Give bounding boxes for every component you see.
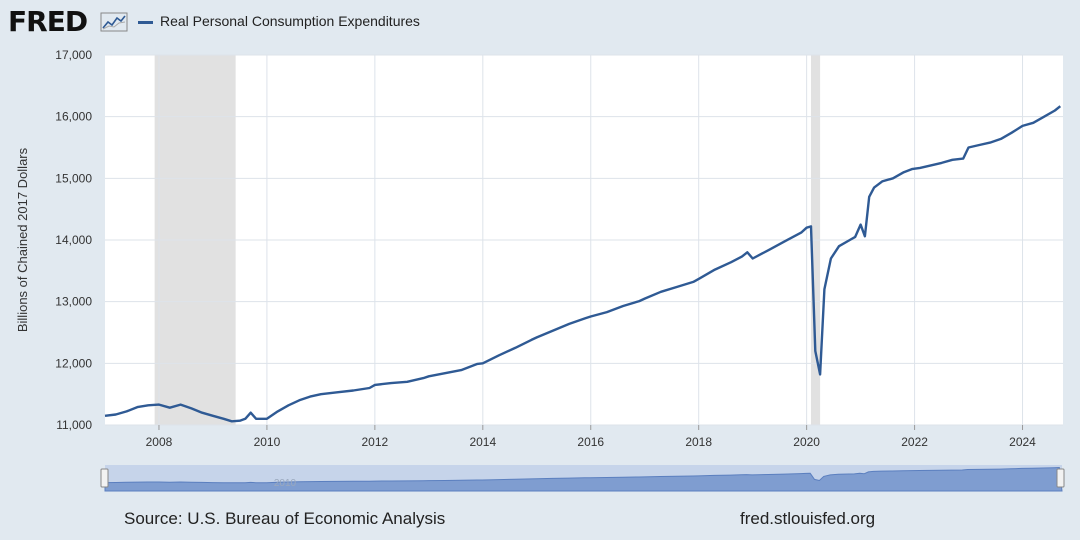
x-tick-label: 2020 xyxy=(793,435,820,449)
navigator-faint-label: 2010 xyxy=(274,478,297,489)
y-tick-label: 14,000 xyxy=(55,233,92,247)
source-url[interactable]: fred.stlouisfed.org xyxy=(740,509,876,528)
y-tick-label: 17,000 xyxy=(55,48,92,62)
x-tick-label: 2010 xyxy=(254,435,281,449)
series-line xyxy=(104,105,1062,423)
legend-label: Real Personal Consumption Expenditures xyxy=(160,13,420,29)
logo-graph-icon xyxy=(100,12,128,32)
fred-logo[interactable]: FRED xyxy=(8,5,88,38)
x-tick-label: 2016 xyxy=(577,435,604,449)
navigator-handle-right[interactable] xyxy=(1056,468,1065,488)
navigator-area xyxy=(104,466,1063,492)
x-tick-label: 2024 xyxy=(1009,435,1036,449)
y-tick-label: 12,000 xyxy=(55,356,92,370)
legend-swatch xyxy=(138,21,153,24)
y-tick-label: 13,000 xyxy=(55,295,92,309)
x-axis-ticks: 2008 2010 2012 2014 2016 2018 2020 2022 2024 xyxy=(146,425,1036,449)
x-tick-label: 2012 xyxy=(362,435,389,449)
y-axis-ticks: 11,000 12,000 13,000 14,000 15,000 16,000 17,0… xyxy=(55,48,92,432)
chart-header: FRED Real Personal Consumption Expenditu… xyxy=(0,0,1080,46)
gridlines xyxy=(105,54,1063,426)
navigator-handle-left[interactable] xyxy=(100,468,109,488)
y-axis-label: Billions of Chained 2017 Dollars xyxy=(15,147,30,332)
y-tick-label: 16,000 xyxy=(55,110,92,124)
y-tick-label: 11,000 xyxy=(56,418,92,432)
y-tick-label: 15,000 xyxy=(55,171,92,185)
x-tick-label: 2008 xyxy=(146,435,173,449)
range-navigator[interactable]: 2010 xyxy=(100,465,1065,492)
source-note: Source: U.S. Bureau of Economic Analysis xyxy=(124,509,446,528)
x-tick-label: 2018 xyxy=(685,435,712,449)
x-tick-label: 2022 xyxy=(901,435,928,449)
x-tick-label: 2014 xyxy=(469,435,496,449)
